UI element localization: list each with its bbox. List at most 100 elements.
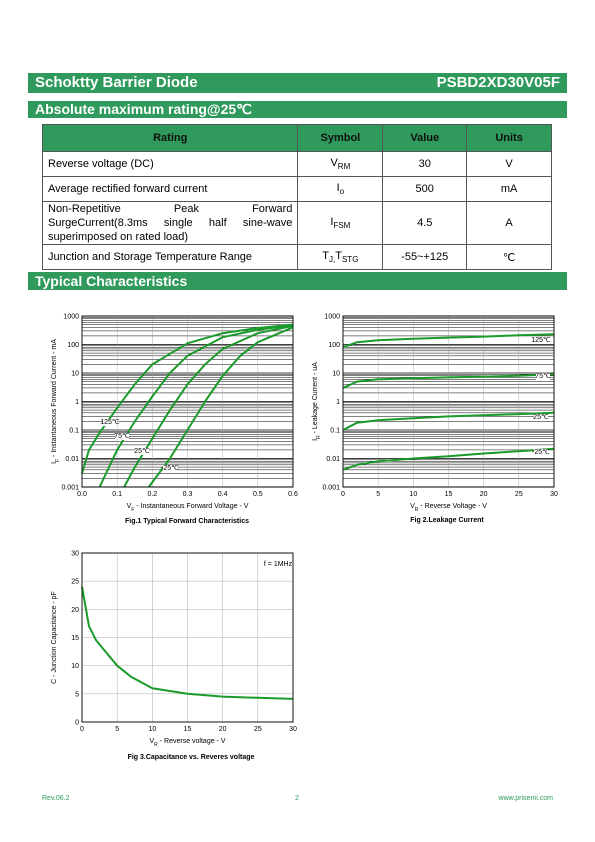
series-label-box	[103, 419, 117, 426]
axis-label-part: I	[51, 462, 58, 464]
figure-caption: Fig 2.Leakage Current	[410, 517, 484, 524]
doc-title: Schoktty Barrier Diode	[35, 74, 198, 91]
x-tick-label: 15	[445, 491, 453, 498]
value-cell: -55~+125	[382, 244, 468, 270]
table-header: Rating Symbol Value Units	[41, 124, 552, 152]
x-tick-label: 20	[480, 491, 488, 498]
x-tick-label: 25	[515, 491, 523, 498]
y-tick-label: 20	[71, 607, 79, 614]
x-tick-label: 25	[254, 726, 262, 733]
rating-cell: Junction and Storage Temperature Range	[41, 244, 299, 270]
symbol-cell: VRM	[297, 151, 384, 177]
series-label: 75℃	[114, 433, 130, 440]
rating-cell: Average rectified forward current	[41, 176, 299, 202]
y-tick-label: 0.01	[326, 456, 340, 463]
y-tick-label: 100	[67, 342, 79, 349]
axis-label: IR - Leakage Current - uA	[312, 362, 322, 441]
axis-label-part: - Instantaneous Forward Current - mA	[51, 339, 58, 459]
plot-frame	[342, 315, 555, 488]
axis-label-part: - Instantaneous Forward Voltage - V	[134, 503, 248, 510]
symbol-part: FSM	[333, 221, 351, 231]
axis-label-part: - Leakage Current - uA	[312, 362, 319, 435]
rating-cell: Non-Repetitive Peak Forward SurgeCurrent…	[41, 201, 299, 245]
series-line	[123, 324, 294, 488]
series-line	[342, 373, 555, 389]
series-label-box	[536, 373, 550, 380]
table-row: Average rectified forward current Io 500 mA	[41, 176, 552, 202]
axis-label: VF - Instantaneous Forward Voltage - V	[127, 503, 249, 513]
table-row: Reverse voltage (DC) VRM 30 V	[41, 151, 552, 177]
column-header: Units	[466, 124, 552, 152]
y-tick-label: 10	[71, 371, 79, 378]
series-label: -25℃	[161, 465, 179, 472]
table-row: Junction and Storage Temperature Range TJ…	[41, 244, 552, 270]
y-tick-label: 0.001	[61, 485, 79, 492]
x-tick-label: 0	[80, 726, 84, 733]
x-tick-label: 0.1	[112, 491, 122, 498]
column-header: Rating	[41, 124, 299, 152]
axis-label-part: I	[312, 439, 319, 441]
plot-frame	[81, 552, 294, 723]
symbol-cell: TJ,TSTG	[297, 244, 384, 270]
units-cell: V	[466, 151, 552, 177]
axis-label-part: F	[55, 459, 61, 462]
symbol-part: STG	[341, 255, 359, 265]
series-label-box	[534, 337, 548, 344]
axis-label-part: F	[131, 507, 134, 513]
axis-label-part: C - Junction Capacitance - pF	[51, 591, 58, 684]
series-label: 25℃	[134, 448, 150, 455]
ratings-table: Rating Symbol Value Units Reverse voltage (…	[41, 124, 552, 270]
table-row: Non-Repetitive Peak Forward SurgeCurrent…	[41, 201, 552, 245]
axis-label: C - Junction Capacitance - pF	[51, 591, 58, 684]
y-tick-label: 0.1	[69, 428, 79, 435]
x-tick-label: 0.5	[253, 491, 263, 498]
x-tick-label: 30	[289, 726, 297, 733]
part-number: PSBD2XD30V05F	[436, 74, 560, 91]
series-label-box	[534, 414, 548, 421]
series-line	[342, 447, 555, 471]
series-label: 25℃	[533, 414, 549, 421]
footer-url: www.prisemi.com	[498, 795, 553, 802]
units-cell: ℃	[466, 244, 552, 270]
symbol-part: J,	[329, 255, 336, 265]
x-tick-label: 10	[409, 491, 417, 498]
annotation: f = 1MHz	[264, 561, 293, 568]
y-tick-label: 5	[75, 691, 79, 698]
figure-caption: Fig.1 Typical Forward Characteristics	[125, 518, 249, 525]
y-tick-label: 0.1	[330, 428, 340, 435]
y-tick-label: 30	[71, 551, 79, 558]
x-tick-label: 10	[148, 726, 156, 733]
symbol-part: o	[339, 187, 345, 197]
axis-label-part: V	[410, 503, 415, 510]
y-tick-label: 100	[328, 342, 340, 349]
x-tick-label: 0.2	[147, 491, 157, 498]
plot-frame	[81, 315, 294, 488]
symbol-cell: IFSM	[297, 201, 384, 245]
symbol-part: I	[336, 181, 340, 194]
axis-label-part: V	[150, 738, 155, 745]
axis-label: VR - Reverse Voltage - V	[410, 503, 487, 513]
header-bar: Schoktty Barrier Diode PSBD2XD30V05F	[28, 73, 567, 93]
axis-label-part: R	[154, 742, 158, 748]
y-tick-label: 10	[332, 371, 340, 378]
series-label: 125℃	[531, 337, 551, 344]
y-tick-label: 1	[336, 399, 340, 406]
axis-label-part: - Reverse voltage - V	[158, 738, 226, 745]
axis-label-part: R	[415, 507, 419, 513]
symbol-part: T	[322, 249, 329, 262]
x-tick-label: 20	[219, 726, 227, 733]
figure-caption: Fig 3.Capacitance vs. Reveres voltage	[128, 754, 255, 761]
series-label-box	[163, 465, 177, 472]
series-label: 125℃	[100, 419, 120, 426]
y-tick-label: 0.01	[65, 456, 79, 463]
x-tick-label: 0.6	[288, 491, 298, 498]
symbol-part: I	[330, 215, 334, 228]
axis-label: IF - Instantaneous Forward Current - mA	[51, 339, 61, 464]
footer-page: 2	[295, 795, 299, 802]
column-header: Symbol	[297, 124, 384, 152]
series-line	[342, 333, 555, 349]
y-tick-label: 0	[75, 720, 79, 727]
x-tick-label: 5	[115, 726, 119, 733]
